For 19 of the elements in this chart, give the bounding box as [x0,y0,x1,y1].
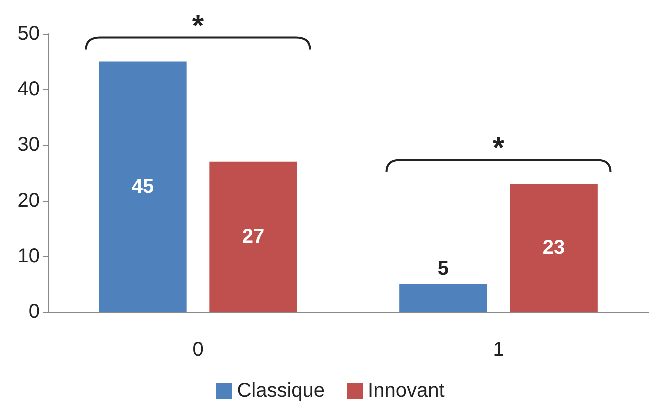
data-label: 5 [438,258,450,280]
y-tick-label: 10 [18,245,40,268]
y-tick-label: 40 [18,78,40,101]
y-tick-label: 0 [28,301,40,323]
y-tick-label: 20 [18,190,40,212]
annotation: * [492,132,505,166]
data-label: 27 [242,226,265,248]
data-label: 23 [542,237,566,260]
bar [210,162,298,312]
y-tick-label: 50 [18,23,40,45]
bar [99,62,187,312]
bar [510,184,598,312]
y-tick-label: 30 [18,134,40,156]
legend-label: Innovant [368,380,446,402]
data-label: 45 [132,176,154,198]
x-tick-label: 1 [493,339,504,361]
legend-label: Classique [237,380,326,402]
bar [400,284,488,312]
annotation: * [192,10,204,43]
